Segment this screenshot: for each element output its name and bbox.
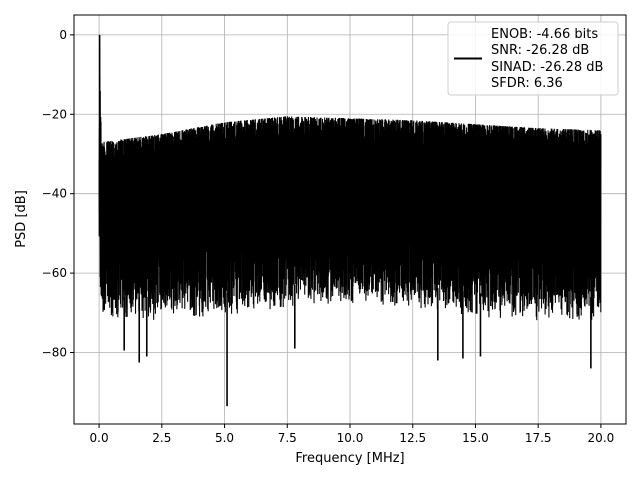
psd-series: [98, 34, 602, 407]
y-axis-label: PSD [dB]: [14, 190, 29, 248]
x-tick-label: 10.0: [337, 431, 364, 445]
y-tick-label: 0: [59, 28, 67, 42]
x-tick-label: 7.5: [278, 431, 297, 445]
legend-sinad: SINAD: -26.28 dB: [491, 60, 603, 75]
y-tick-label: −80: [42, 346, 67, 360]
legend-snr: SNR: -26.28 dB: [491, 43, 589, 58]
x-axis-label: Frequency [MHz]: [295, 451, 404, 466]
x-tick-label: 2.5: [152, 431, 171, 445]
x-axis-ticks: 0.0 2.5 5.0 7.5 10.0 12.5 15.0 17.5 20.0: [90, 424, 615, 445]
x-tick-label: 17.5: [525, 431, 552, 445]
x-tick-label: 15.0: [462, 431, 489, 445]
legend-box: [447, 21, 619, 96]
y-tick-label: −20: [42, 107, 67, 121]
psd-trace: [98, 40, 602, 321]
legend-sfdr: SFDR: 6.36: [491, 76, 563, 91]
x-tick-label: 12.5: [399, 431, 426, 445]
legend-enob: ENOB: -4.66 bits: [491, 27, 598, 42]
y-tick-label: −60: [42, 266, 67, 280]
x-tick-label: 20.0: [588, 431, 615, 445]
y-tick-label: −40: [42, 187, 67, 201]
legend: ENOB: -4.66 bits SNR: -26.28 dB SINAD: -…: [447, 21, 619, 96]
x-tick-label: 5.0: [215, 431, 234, 445]
x-tick-label: 0.0: [90, 431, 109, 445]
y-axis-ticks: 0 −20 −40 −60 −80: [42, 28, 74, 360]
